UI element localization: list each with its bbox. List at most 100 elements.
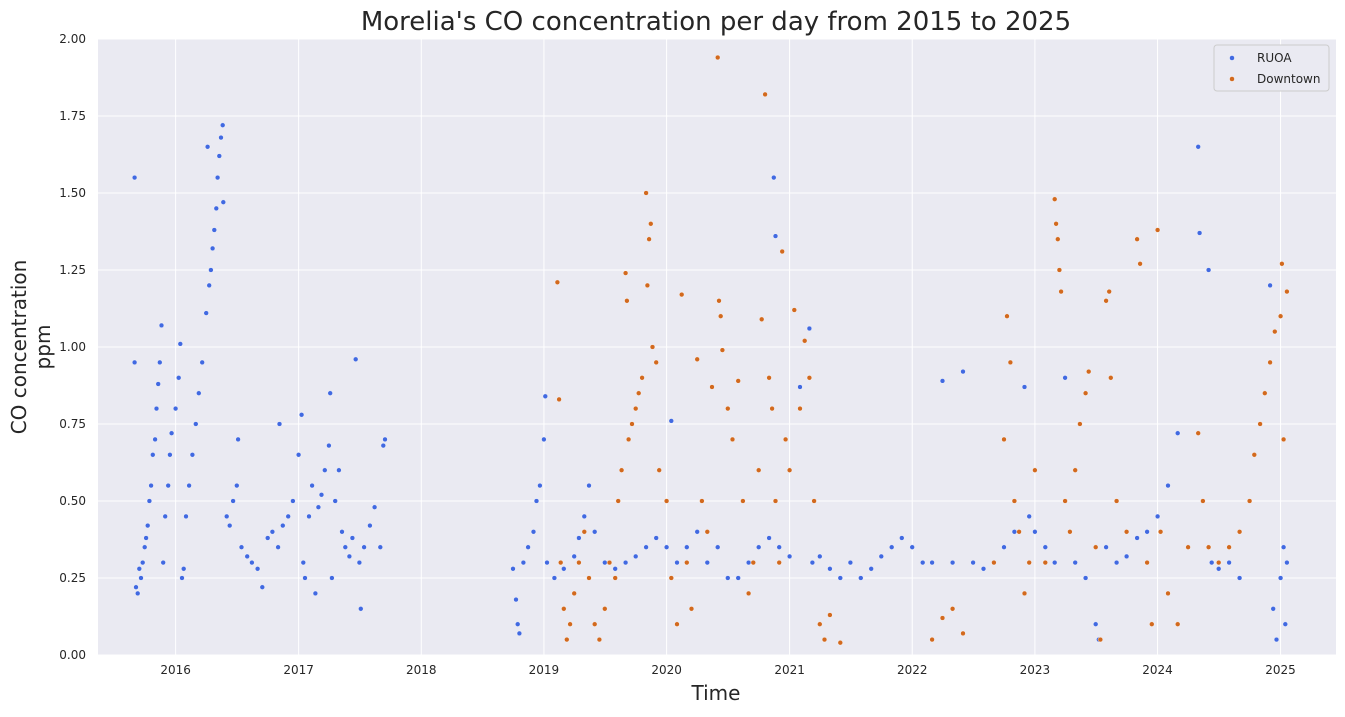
data-point-downtown [1185,544,1191,550]
data-point-downtown [762,91,768,98]
data-point-ruoa [715,544,721,550]
data-point-ruoa [592,529,598,535]
data-point-ruoa [980,566,987,572]
data-point-ruoa [133,584,139,590]
data-point-downtown [791,307,797,313]
data-point-ruoa [542,393,548,399]
data-point-downtown [725,406,731,412]
data-point-downtown [939,615,946,621]
data-point-ruoa [771,175,777,181]
data-point-downtown [1011,498,1018,504]
data-point-ruoa [220,122,226,128]
data-point-ruoa [970,559,976,566]
data-point-ruoa [265,535,271,541]
data-point-downtown [1154,227,1161,233]
data-point-ruoa [205,144,211,150]
data-point-downtown [1134,236,1140,242]
data-point-downtown [1106,289,1112,295]
data-point-downtown [1016,529,1022,535]
data-point-ruoa [176,375,182,381]
data-point-ruoa [227,522,233,529]
data-point-ruoa [132,175,138,181]
data-point-ruoa [776,544,782,550]
data-point-ruoa [150,452,156,458]
data-point-ruoa [380,443,386,449]
data-point-downtown [1262,390,1268,396]
data-point-ruoa [1093,621,1099,627]
data-point-ruoa [148,483,154,489]
data-point-ruoa [183,513,189,520]
data-point-ruoa [868,566,874,572]
data-point-ruoa [336,467,342,473]
data-point-ruoa [827,566,833,572]
data-point-ruoa [238,544,245,550]
data-point-downtown [1257,421,1263,427]
data-point-ruoa [653,535,659,541]
data-point-ruoa [510,566,516,572]
data-point-ruoa [220,199,226,205]
data-point-downtown [716,298,722,304]
data-point-ruoa [146,498,153,504]
data-point-downtown [929,636,935,643]
data-point-ruoa [167,452,173,458]
data-point-downtown [704,529,710,535]
data-point-downtown [1216,559,1222,566]
data-point-ruoa [332,498,338,504]
data-point-downtown [1103,298,1109,304]
data-point-downtown [554,279,561,285]
data-point-ruoa [1144,529,1150,535]
data-point-ruoa [224,513,230,520]
data-point-downtown [648,221,654,227]
data-point-ruoa [939,378,946,384]
data-point-ruoa [544,559,550,566]
data-point-ruoa [318,492,325,498]
data-point-downtown [735,378,741,384]
data-point-downtown [592,621,598,627]
data-point-ruoa [756,544,762,550]
data-point-ruoa [612,566,618,572]
data-point-ruoa [302,575,308,581]
data-point-downtown [602,606,608,612]
legend: RUOA Downtown [1213,44,1330,92]
data-point-downtown [715,54,721,61]
data-point-downtown [1108,375,1114,381]
data-point-ruoa [145,522,151,529]
data-point-downtown [1004,313,1010,319]
data-point-ruoa [322,467,328,473]
data-point-ruoa [1103,544,1109,550]
data-point-downtown [1053,221,1059,227]
data-points [132,54,1290,646]
data-point-ruoa [663,544,670,550]
data-point-ruoa [949,559,956,566]
data-point-downtown [1067,529,1073,535]
data-point-ruoa [215,175,221,181]
x-tick-label: 2020 [651,663,682,677]
data-point-downtown [625,436,632,443]
data-point-ruoa [847,559,854,566]
data-point-downtown [622,270,629,276]
data-point-downtown [1113,498,1120,504]
data-point-ruoa [694,529,700,535]
x-tick-label: 2016 [160,663,191,677]
data-point-ruoa [327,390,333,396]
data-point-ruoa [525,544,531,550]
data-point-ruoa [244,553,250,560]
data-point-downtown [1165,590,1171,597]
data-point-ruoa [140,559,146,566]
data-point-ruoa [193,421,199,427]
data-point-downtown [802,338,808,344]
data-point-downtown [1072,467,1078,473]
data-point-downtown [1267,359,1273,366]
data-point-downtown [699,498,705,504]
data-point-downtown [709,384,715,390]
data-point-downtown [1157,529,1164,535]
data-point-ruoa [1216,566,1222,572]
data-point-ruoa [1134,535,1140,541]
data-point-ruoa [235,436,241,443]
data-point-downtown [1001,436,1007,443]
data-point-ruoa [165,483,171,489]
data-point-ruoa [1236,575,1243,581]
data-point-downtown [786,467,793,473]
data-point-downtown [1144,559,1150,566]
data-point-ruoa [533,498,540,504]
